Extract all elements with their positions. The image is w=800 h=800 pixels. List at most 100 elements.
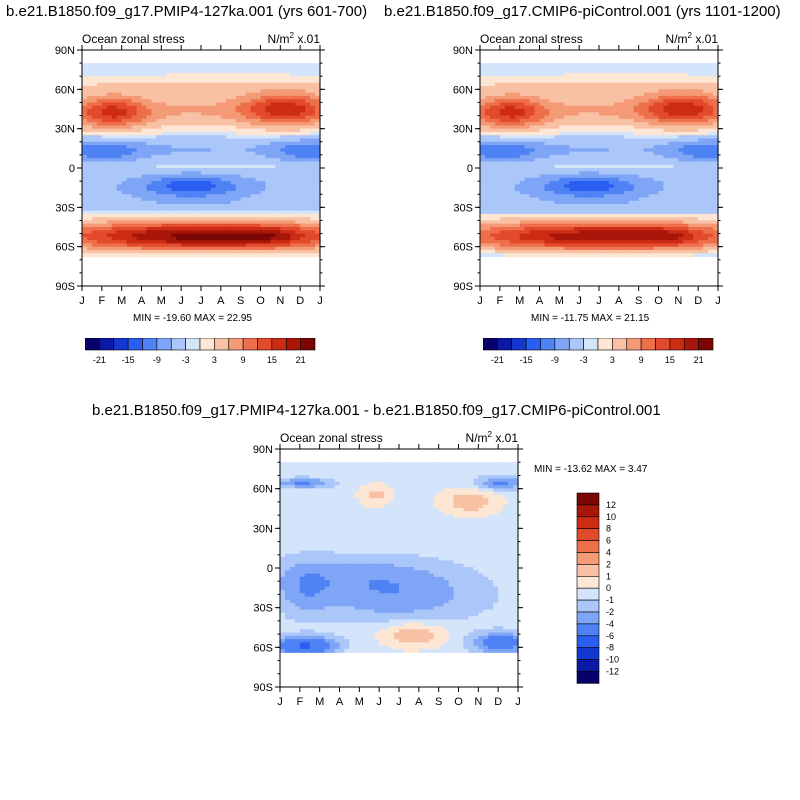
panel1-cell xyxy=(201,141,207,146)
panel2-cell xyxy=(569,109,575,113)
panel2-cell xyxy=(618,154,625,159)
panel2-cell xyxy=(673,177,679,182)
panel1-cell xyxy=(295,240,301,244)
panel1-cell xyxy=(205,184,212,189)
panel1-cell xyxy=(171,171,177,176)
panel2-cell xyxy=(618,171,625,176)
panel1-cell xyxy=(191,145,197,149)
panel1-cell xyxy=(141,171,148,176)
panel2-cell xyxy=(698,145,704,149)
panel2-cell xyxy=(648,89,655,94)
panel1-cell xyxy=(275,246,281,251)
panel2-cell xyxy=(489,154,496,159)
panel2-cell xyxy=(484,174,491,179)
panel1-cell xyxy=(235,207,242,212)
panel1-cell xyxy=(315,200,321,205)
panel1-cell xyxy=(151,233,157,238)
panel2-cell xyxy=(504,89,511,94)
panel2-cell xyxy=(693,72,699,77)
panel2-cell xyxy=(480,72,486,77)
panel2-cell xyxy=(574,161,580,166)
panel1-cell xyxy=(156,213,162,218)
panel1-cell xyxy=(101,154,108,159)
panel2-cell xyxy=(603,92,610,97)
panel2-cell xyxy=(574,138,580,143)
panel1-cell xyxy=(315,230,321,235)
panel2-cell xyxy=(554,66,560,71)
panel2-cell xyxy=(703,138,709,143)
panel1-cell xyxy=(230,89,237,94)
panel2-cell xyxy=(653,89,660,94)
panel1-cell xyxy=(270,82,276,87)
panel2-cell xyxy=(579,86,585,90)
panel2-cell xyxy=(633,197,640,202)
panel1-cell xyxy=(245,184,252,189)
panel2-cell xyxy=(673,105,679,110)
panel1-cell xyxy=(136,161,143,166)
panel2-cell xyxy=(539,197,546,202)
panel2-cell xyxy=(529,161,536,166)
panel1-ytick-label: 60S xyxy=(55,242,75,254)
panel2-cell xyxy=(638,181,645,185)
panel1-cell xyxy=(210,109,217,113)
panel1-cell xyxy=(101,128,108,133)
panel1-cell xyxy=(111,79,118,84)
panel1-cell xyxy=(295,118,301,123)
panel1-cell xyxy=(91,66,98,71)
panel1-cell xyxy=(220,89,227,94)
panel2-cell xyxy=(549,79,555,84)
panel1-cell xyxy=(305,233,311,238)
panel2-cell xyxy=(544,72,551,77)
panel1-cell xyxy=(166,105,172,110)
panel2-cell xyxy=(703,141,709,146)
panel1-cell xyxy=(176,112,182,117)
panel1-cell xyxy=(230,66,237,71)
panel1-cell xyxy=(126,200,133,205)
panel2-cell xyxy=(484,115,491,120)
panel1-cell xyxy=(146,217,153,222)
panel1-cell xyxy=(270,105,276,110)
panel2-cell xyxy=(539,115,546,120)
panel1-cell xyxy=(96,69,103,74)
panel2-cell xyxy=(544,122,551,126)
panel2-cell xyxy=(703,181,709,185)
panel1-cell xyxy=(106,243,113,248)
panel2-cell xyxy=(638,125,645,130)
panel1-cell xyxy=(101,246,108,251)
panel2-cell xyxy=(633,63,640,67)
panel2-cell xyxy=(663,141,670,146)
panel1-cell xyxy=(240,253,247,258)
panel2-cell xyxy=(603,79,610,84)
panel1-cell xyxy=(106,76,113,81)
panel1-cell xyxy=(225,177,232,182)
panel1-cell xyxy=(285,122,291,126)
panel2-cell xyxy=(480,197,486,202)
panel1-cell xyxy=(290,86,296,90)
panel2-cell xyxy=(678,171,684,176)
panel1-cell xyxy=(305,213,311,218)
panel1-cell xyxy=(290,141,296,146)
panel1-cell xyxy=(305,148,311,153)
panel1-cell xyxy=(191,148,197,153)
panel1-cell xyxy=(166,79,172,84)
panel2-cell xyxy=(494,109,501,113)
panel1-cell xyxy=(111,76,118,81)
panel1-cell xyxy=(166,194,172,199)
panel2-cell xyxy=(480,95,486,100)
panel1-cell xyxy=(201,63,207,67)
panel1-cell xyxy=(205,72,212,77)
panel1-cell xyxy=(315,223,321,228)
panel2-cell xyxy=(504,164,511,169)
panel2-cell xyxy=(703,102,709,107)
panel2-cell xyxy=(633,86,640,90)
panel1-cell xyxy=(295,217,301,222)
panel1-cell xyxy=(230,95,237,100)
panel1-ytick-label: 60N xyxy=(55,84,75,96)
panel1-cell xyxy=(295,105,301,110)
panel2-cell xyxy=(574,164,580,169)
panel1-cell xyxy=(91,236,98,241)
panel2-cell xyxy=(618,69,625,74)
panel1-cell xyxy=(270,220,276,225)
panel2-cell xyxy=(678,145,684,149)
panel2-cell xyxy=(480,82,486,87)
